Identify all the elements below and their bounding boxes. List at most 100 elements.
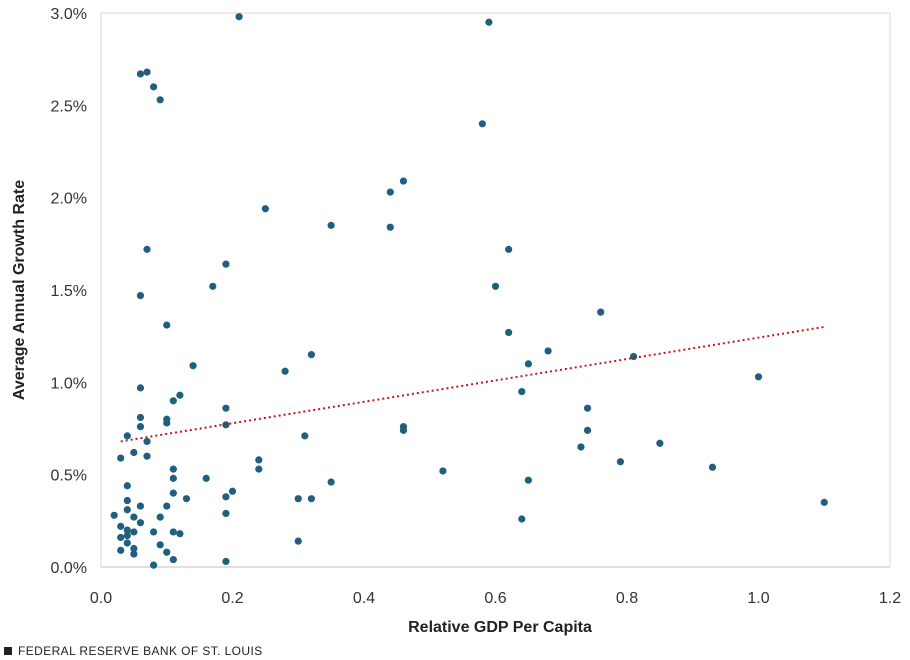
data-point <box>169 556 177 564</box>
data-point <box>399 426 408 434</box>
data-point <box>156 513 164 521</box>
data-point <box>202 474 210 482</box>
data-point <box>117 546 125 554</box>
data-point <box>222 557 230 566</box>
data-point <box>255 465 263 473</box>
data-point <box>524 476 532 484</box>
data-point <box>150 528 158 536</box>
data-point <box>439 467 447 475</box>
data-point <box>222 260 230 268</box>
data-point <box>505 328 513 337</box>
data-point <box>583 404 592 412</box>
data-point <box>136 384 145 392</box>
data-point <box>281 367 289 375</box>
data-point <box>123 496 131 505</box>
data-point <box>182 495 191 503</box>
data-point <box>294 537 302 545</box>
y-tick-label: 1.5% <box>51 283 87 300</box>
data-point <box>544 347 552 355</box>
data-point <box>117 533 125 542</box>
x-tick-label: 0.8 <box>616 590 638 607</box>
data-point <box>399 177 408 185</box>
y-tick-label: 2.0% <box>51 191 87 208</box>
data-point <box>176 391 184 399</box>
data-point <box>136 70 145 78</box>
data-point <box>130 448 138 457</box>
data-point <box>136 291 145 300</box>
data-point <box>169 489 177 497</box>
data-point <box>136 519 145 527</box>
data-point <box>163 548 171 556</box>
data-point <box>583 426 592 434</box>
data-point <box>169 474 177 482</box>
data-point <box>156 96 164 104</box>
data-point <box>130 513 138 521</box>
data-point <box>130 528 138 536</box>
data-point <box>150 561 158 569</box>
data-point <box>130 544 138 553</box>
data-point <box>150 83 158 91</box>
data-point <box>169 397 177 405</box>
data-point <box>169 465 177 473</box>
data-point <box>491 282 500 290</box>
data-point <box>307 495 315 503</box>
data-point <box>708 463 717 471</box>
data-point <box>327 478 335 486</box>
data-point <box>577 443 585 451</box>
y-tick-label: 2.5% <box>51 98 87 115</box>
data-point <box>209 282 217 290</box>
data-point <box>255 456 263 464</box>
data-point <box>235 13 243 21</box>
y-tick-labels: 0.0% 0.5% 1.0% 1.5% 2.0% 2.5% 3.0% <box>51 6 87 577</box>
data-point <box>222 509 230 518</box>
data-point <box>176 530 184 538</box>
data-point <box>156 541 164 549</box>
data-point <box>123 532 131 540</box>
scatter-chart: 0.0%0.5%1.0%1.5%2.0%2.5%3.0% 0.0 0.2 0.4 0.… <box>11 6 901 636</box>
data-point <box>294 495 302 503</box>
data-point <box>123 506 131 514</box>
data-point <box>136 502 145 510</box>
data-point <box>143 68 151 76</box>
data-point <box>123 482 131 490</box>
data-point <box>478 120 486 128</box>
data-point <box>327 221 335 229</box>
data-point <box>117 454 125 462</box>
data-point <box>143 437 151 446</box>
data-point <box>222 493 230 501</box>
y-tick-label: 0.5% <box>51 468 87 485</box>
data-point <box>518 387 526 396</box>
x-tick-labels: 0.0 0.2 0.4 0.6 0.8 1.0 1.2 <box>90 590 901 607</box>
data-point <box>386 188 394 196</box>
data-point <box>189 362 197 370</box>
data-point <box>754 373 763 381</box>
source-text: FEDERAL RESERVE BANK OF ST. LOUIS <box>18 644 263 658</box>
data-point <box>616 458 625 466</box>
x-tick-label: 0.2 <box>221 590 243 607</box>
x-tick-label: 1.2 <box>879 590 901 607</box>
x-tick-label: 1.0 <box>747 590 769 607</box>
data-point <box>130 550 138 558</box>
data-point <box>163 419 171 427</box>
data-point <box>143 452 151 460</box>
data-point <box>518 515 526 523</box>
source-footer: FEDERAL RESERVE BANK OF ST. LOUIS <box>4 644 263 658</box>
y-tick-label: 3.0% <box>51 6 87 23</box>
data-point <box>117 522 125 530</box>
data-point <box>222 404 230 412</box>
data-point <box>123 432 131 440</box>
data-point <box>261 205 269 213</box>
data-point <box>163 321 171 329</box>
data-points <box>110 13 828 569</box>
data-point <box>597 308 605 316</box>
data-point <box>820 498 828 506</box>
y-tick-label: 1.0% <box>51 375 87 392</box>
data-point <box>656 439 664 447</box>
x-axis-label: Relative GDP Per Capita <box>408 619 592 636</box>
data-point <box>143 245 151 253</box>
data-point <box>386 223 394 231</box>
x-tick-label: 0.4 <box>353 590 375 607</box>
plot-area <box>100 12 891 568</box>
data-point <box>307 351 315 359</box>
data-point <box>485 18 493 26</box>
